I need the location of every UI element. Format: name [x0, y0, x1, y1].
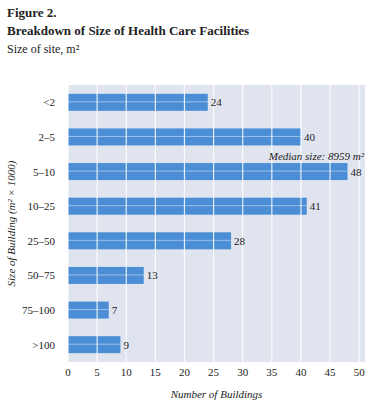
grid-line [184, 85, 185, 362]
x-tick-label: 15 [150, 366, 162, 378]
plot-area [68, 85, 365, 362]
y-tick-label: 75–100 [22, 304, 56, 316]
y-tick-label: 5–10 [33, 166, 56, 178]
bar [68, 336, 120, 353]
y-tick-label: 25–50 [28, 235, 56, 247]
x-tick-label: 45 [325, 366, 337, 378]
annotation: Median size: 8959 m² [268, 150, 365, 162]
data-label: 48 [351, 166, 363, 178]
bar-highlight [68, 171, 348, 172]
x-tick-label: 0 [65, 366, 71, 378]
grid-line [213, 85, 214, 362]
chart: Figure 2. Breakdown of Size of Health Car… [0, 0, 372, 404]
grid-line [155, 85, 156, 362]
grid-line [97, 85, 98, 362]
data-label: 28 [234, 235, 246, 247]
x-tick-label: 35 [266, 366, 278, 378]
bars [68, 94, 348, 353]
title: Breakdown of Size of Health Care Facilit… [7, 23, 249, 38]
grid-line [359, 85, 360, 362]
bar [68, 94, 208, 111]
data-label: 41 [310, 200, 321, 212]
bar-highlight [68, 101, 208, 102]
bar [68, 267, 144, 284]
y-tick-label: 50–75 [28, 269, 56, 281]
x-tick-label: 50 [354, 366, 366, 378]
grid-line [242, 85, 243, 362]
bar [68, 163, 348, 180]
data-label: 40 [304, 131, 316, 143]
subtitle: Size of site, m² [7, 42, 80, 56]
x-tick-label: 20 [179, 366, 191, 378]
bar-highlight [68, 274, 144, 275]
data-label: 13 [147, 269, 159, 281]
x-tick-label: 5 [94, 366, 100, 378]
data-label: 9 [123, 339, 129, 351]
bar-highlight [68, 205, 307, 206]
bar-highlight [68, 344, 120, 345]
data-label: 24 [211, 96, 223, 108]
x-tick-label: 10 [121, 366, 133, 378]
bar [68, 232, 231, 249]
figure-label: Figure 2. [7, 5, 57, 20]
grid-line [126, 85, 127, 362]
bar-highlight [68, 240, 231, 241]
grid-line [271, 85, 272, 362]
grid-line [329, 85, 330, 362]
y-tick-label: 2–5 [39, 131, 56, 143]
x-tick-label: 25 [208, 366, 220, 378]
grid-line [67, 85, 68, 362]
grid-line [300, 85, 301, 362]
y-tick-label: >100 [32, 339, 55, 351]
x-tick-label: 40 [295, 366, 307, 378]
grid [68, 85, 359, 362]
bar [68, 302, 109, 319]
x-axis-label: Number of Buildings [170, 388, 263, 400]
y-tick-label: <2 [43, 96, 55, 108]
bar [68, 198, 307, 215]
data-label: 7 [112, 304, 118, 316]
y-axis-label: Size of Building (m² × 1000) [5, 160, 18, 286]
bar-highlight [68, 309, 109, 310]
x-tick-label: 30 [237, 366, 249, 378]
y-tick-label: 10–25 [28, 200, 56, 212]
